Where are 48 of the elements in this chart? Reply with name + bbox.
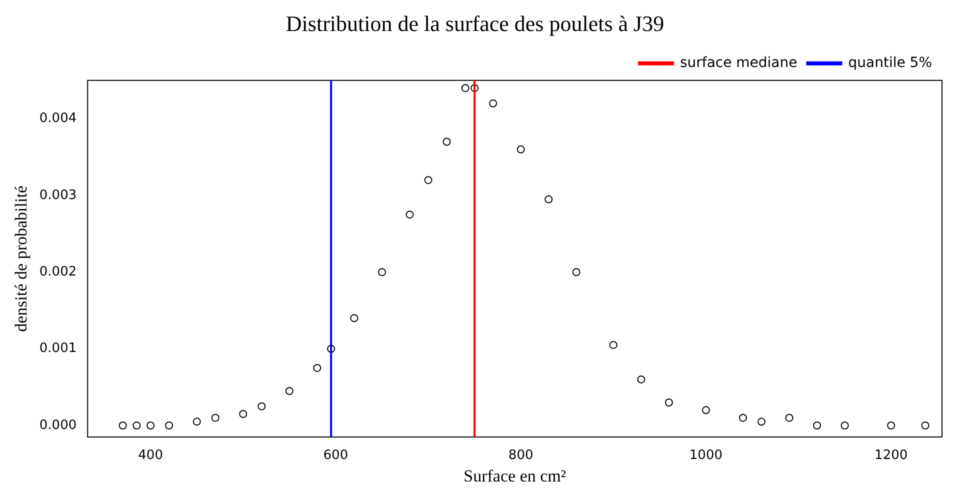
point xyxy=(285,386,294,395)
point xyxy=(211,414,220,422)
point xyxy=(461,84,470,92)
chart-title: Distribution de la surface des poulets à J39 xyxy=(286,10,664,36)
point xyxy=(239,410,248,418)
point xyxy=(664,398,673,406)
point xyxy=(406,210,414,219)
point xyxy=(572,268,580,276)
point xyxy=(132,421,141,430)
y-tick-label: 0.000 xyxy=(39,418,77,433)
y-tick-label: 0.001 xyxy=(39,341,77,356)
point xyxy=(313,364,322,372)
x-tick-label: 400 xyxy=(138,448,163,464)
y-tick-label: 0.004 xyxy=(39,111,77,126)
point xyxy=(327,344,336,353)
point xyxy=(757,418,766,426)
point xyxy=(378,268,386,276)
point xyxy=(609,340,618,349)
point xyxy=(258,402,266,410)
point xyxy=(165,421,174,430)
x-tick-label: 1200 xyxy=(874,448,908,464)
point xyxy=(637,375,646,384)
x-tick-label: 1000 xyxy=(689,448,723,464)
point xyxy=(887,421,896,430)
point xyxy=(702,406,710,414)
point xyxy=(424,176,432,184)
point xyxy=(470,84,479,92)
point xyxy=(840,421,849,430)
point xyxy=(442,138,451,146)
point xyxy=(350,314,358,322)
point xyxy=(489,99,498,108)
point xyxy=(118,421,127,430)
y-tick-label: 0.002 xyxy=(39,264,77,280)
point xyxy=(921,421,930,430)
point xyxy=(813,421,822,430)
x-tick-label: 800 xyxy=(508,448,534,464)
y-axis-title: densité de probabilité xyxy=(12,186,31,332)
point xyxy=(516,145,525,154)
legend-label: quantile 5% xyxy=(848,55,932,72)
point xyxy=(146,421,155,430)
x-tick-label: 600 xyxy=(323,448,348,464)
point xyxy=(738,414,747,422)
point xyxy=(544,195,553,204)
x-axis-title: Surface en cm² xyxy=(464,466,566,486)
point xyxy=(785,414,794,422)
legend-label: surface mediane xyxy=(680,55,798,72)
y-tick-label: 0.003 xyxy=(39,188,77,203)
point xyxy=(192,418,201,426)
